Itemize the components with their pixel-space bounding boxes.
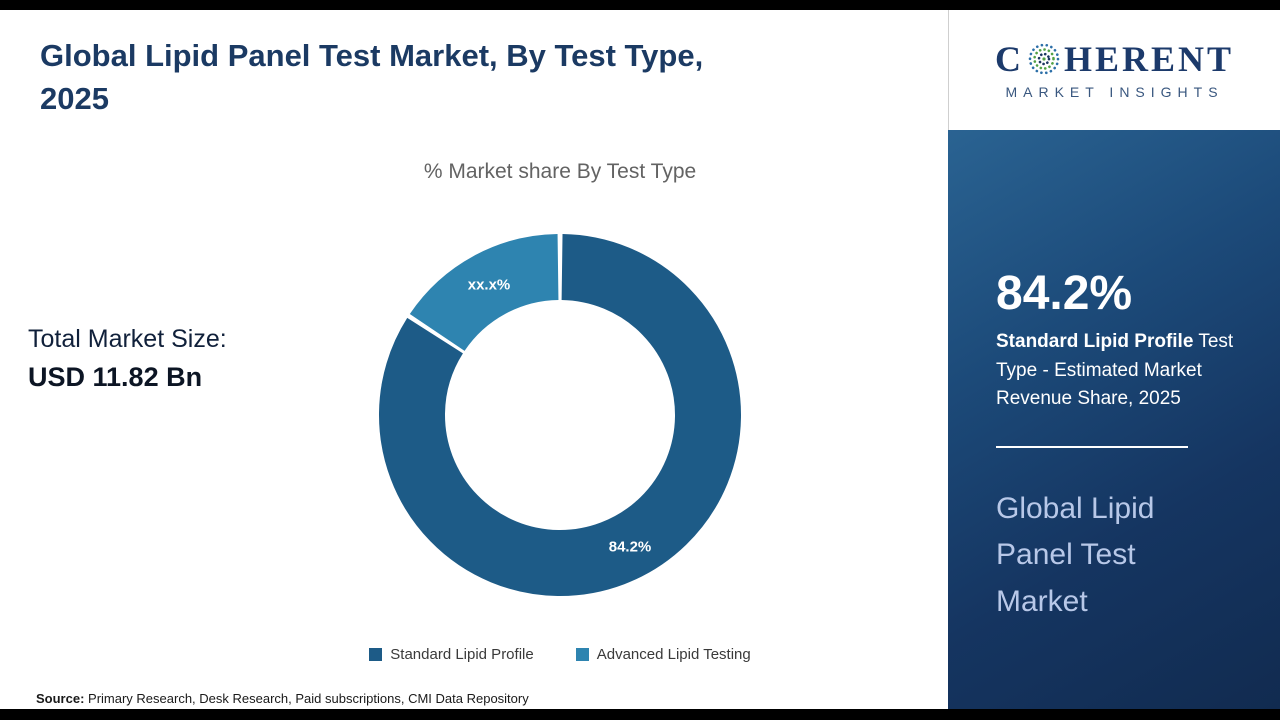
legend-item-standard-lipid-profile: Standard Lipid Profile — [369, 646, 534, 663]
sidebar-divider — [996, 445, 1188, 448]
sidebar-blue-panel: 84.2% Standard Lipid Profile Test Type -… — [948, 130, 1280, 709]
brand-letters-rest: HERENT — [1063, 38, 1235, 79]
legend-label-standard: Standard Lipid Profile — [390, 646, 534, 663]
legend-swatch-standard-icon — [369, 648, 383, 661]
stat-desc-rest: Test Type - Estimated Market Revenue Sha… — [996, 331, 1234, 409]
stat-desc-bold: Standard Lipid Profile — [996, 331, 1194, 352]
page-title-line1: Global Lipid Panel Test Market, By Test … — [40, 38, 704, 73]
donut-chart: 84.2% xx.x% — [378, 233, 742, 597]
highlight-stat-value: 84.2% — [996, 267, 1133, 320]
total-market-size-block: Total Market Size: USD 11.82 Bn — [28, 325, 227, 393]
page-title-line2: 2025 — [40, 81, 109, 117]
coherent-globe-logo-icon — [1028, 43, 1060, 74]
page-title: Global Lipid Panel Test Market, By Test … — [40, 34, 880, 121]
sidebar: C HERENT MARKET INSIGHTS 84.2% Standard … — [948, 10, 1280, 709]
source-label: Source: — [36, 691, 85, 706]
donut-chart-svg — [379, 234, 741, 596]
sidebar-report-title: Global Lipid Panel Test Market — [996, 491, 1155, 618]
legend-item-advanced-lipid-testing: Advanced Lipid Testing — [575, 646, 751, 663]
total-market-size-label: Total Market Size: — [28, 325, 227, 353]
source-text: Primary Research, Desk Research, Paid su… — [84, 691, 529, 706]
legend-swatch-advanced-icon — [575, 648, 589, 661]
slice-label-standard-lipid-profile: 84.2% — [608, 538, 652, 556]
total-market-size-value: USD 11.82 Bn — [28, 362, 203, 392]
source-line: Source: Primary Research, Desk Research,… — [36, 691, 529, 706]
top-black-bar — [0, 0, 1280, 10]
chart-subtitle: % Market share By Test Type — [423, 160, 697, 183]
highlight-stat-description: Standard Lipid Profile Test Type - Estim… — [996, 328, 1258, 414]
main-content: Global Lipid Panel Test Market, By Test … — [0, 10, 948, 709]
legend-label-advanced: Advanced Lipid Testing — [596, 646, 751, 663]
bottom-black-bar — [0, 709, 1280, 720]
brand-letter-c: C — [994, 38, 1024, 79]
coherent-brand-row: C HERENT — [995, 41, 1234, 77]
coherent-logo-panel: C HERENT MARKET INSIGHTS — [948, 10, 1280, 130]
brand-tagline: MARKET INSIGHTS — [1005, 83, 1224, 100]
chart-legend: Standard Lipid Profile Advanced Lipid Te… — [160, 646, 960, 663]
slice-label-advanced-lipid-testing: xx.x% — [467, 276, 511, 294]
